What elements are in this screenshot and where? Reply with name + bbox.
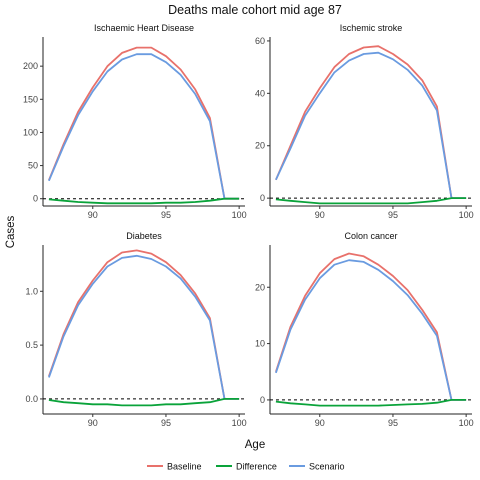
x-tick-label: 90	[315, 418, 325, 428]
facet-title: Diabetes	[126, 231, 162, 241]
series-line-difference	[276, 198, 466, 203]
y-tick-label: 50	[28, 161, 38, 171]
x-axis-title: Age	[245, 439, 265, 451]
series-line-scenario	[49, 54, 239, 199]
facet-title: Colon cancer	[344, 231, 397, 241]
facet-panel: Diabetes 0.0 0.5 1.0 90 95 100	[25, 231, 246, 428]
legend: Baseline Difference Scenario	[147, 462, 345, 472]
y-tick-label: 0.0	[25, 394, 38, 404]
series-line-difference	[49, 399, 239, 406]
y-tick-label: 60	[255, 36, 265, 46]
x-tick-label: 90	[88, 210, 98, 220]
chart-title: Deaths male cohort mid age 87	[168, 3, 342, 17]
facet-title: Ischaemic Heart Disease	[94, 23, 194, 33]
series-line-baseline	[276, 46, 466, 198]
y-tick-label: 40	[255, 88, 265, 98]
y-tick-label: 150	[23, 94, 38, 104]
x-tick-label: 90	[315, 210, 325, 220]
y-tick-label: 100	[23, 127, 38, 137]
x-tick-label: 95	[388, 418, 398, 428]
x-tick-label: 95	[161, 210, 171, 220]
facet-panel: Colon cancer 0 10 20 90 95 100	[255, 231, 474, 428]
y-tick-label: 20	[255, 141, 265, 151]
x-tick-label: 90	[88, 418, 98, 428]
y-tick-label: 0	[260, 395, 265, 405]
y-tick-label: 0	[33, 194, 38, 204]
series-line-baseline	[276, 254, 466, 400]
y-tick-label: 0	[260, 193, 265, 203]
facet-panel: Ischaemic Heart Disease 0 50 100 150 200 90 95 1…	[23, 23, 247, 220]
legend-label-baseline: Baseline	[167, 462, 202, 472]
series-line-difference	[276, 400, 466, 406]
y-tick-label: 20	[255, 282, 265, 292]
facet-panel: Ischemic stroke 0 20 40 60 90 95 100	[255, 23, 474, 220]
y-axis-title: Cases	[5, 215, 17, 248]
y-tick-label: 0.5	[25, 340, 38, 350]
x-tick-label: 95	[161, 418, 171, 428]
x-tick-label: 100	[459, 418, 474, 428]
facet-title: Ischemic stroke	[340, 23, 403, 33]
y-tick-label: 200	[23, 61, 38, 71]
series-line-scenario	[276, 53, 466, 198]
x-tick-label: 100	[232, 418, 247, 428]
legend-label-difference: Difference	[236, 462, 277, 472]
x-tick-label: 95	[388, 210, 398, 220]
x-tick-label: 100	[232, 210, 247, 220]
legend-label-scenario: Scenario	[309, 462, 345, 472]
series-line-scenario	[49, 256, 239, 399]
y-tick-label: 1.0	[25, 286, 38, 296]
y-tick-label: 10	[255, 339, 265, 349]
x-tick-label: 100	[459, 210, 474, 220]
series-line-difference	[49, 199, 239, 204]
series-line-scenario	[276, 260, 466, 400]
